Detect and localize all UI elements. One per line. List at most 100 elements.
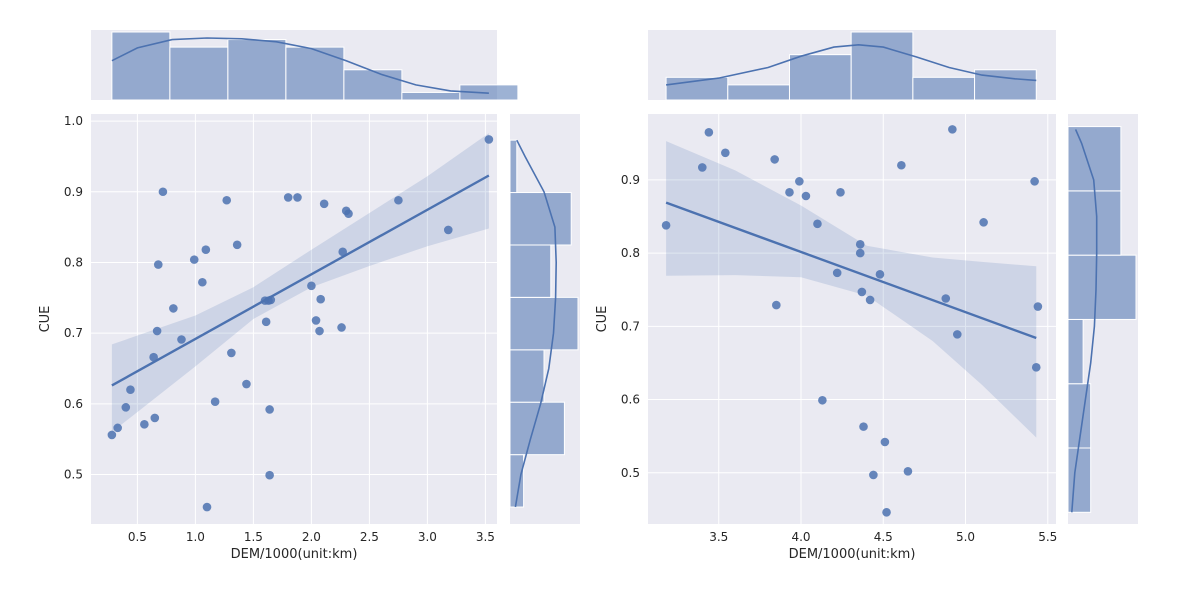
scatter-point [832,268,842,278]
scatter-points [107,135,494,512]
x-tick-label: 3.0 [418,530,437,544]
jointplot-left: 0.5 1.0 1.5 2.0 2.5 3.0 3.5 0.5 0.6 0.7 0.8 0.9 1.0 D… [38,30,580,562]
x-tick-labels: 3.5 4.0 4.5 5.0 5.5 [709,530,1057,544]
y-tick-label: 0.8 [621,246,640,260]
scatter-point [865,295,875,305]
top-histogram-bar [788,54,852,101]
x-tick-label: 4.5 [874,530,893,544]
right-histogram-bar [509,139,518,194]
scatter-point [801,191,811,201]
confidence-band [111,133,489,433]
y-tick-label: 0.7 [64,326,83,340]
scatter-point [875,270,885,279]
y-tick-label: 0.6 [64,397,83,411]
top-histogram-bar [727,84,790,101]
scatter-point [189,255,199,264]
x-tick-label: 1.0 [186,530,205,544]
right-histogram-bar [1067,447,1092,513]
scatter-point [880,437,890,447]
scatter-point [1030,177,1039,186]
right-kde-curve [514,139,558,508]
right-histogram [509,139,579,508]
top-histogram-bar [285,46,345,101]
scatter-point [836,188,845,197]
scatter-point [121,403,131,412]
x-tick-label: 4.0 [791,530,810,544]
y-tick-label: 0.6 [621,393,640,407]
main-plot-area [91,114,497,524]
top-histogram-bar [169,46,229,101]
y-tick-labels: 0.5 0.6 0.7 0.8 0.9 [621,173,640,480]
scatter-point [948,125,957,134]
scatter-point [704,128,714,137]
y-axis-label: CUE [38,306,53,333]
regression-line [665,201,1037,340]
y-axis-label: CUE [595,306,610,333]
scatter-point [855,240,865,249]
scatter-point [818,395,827,405]
right-kde-curve [1071,129,1098,513]
right-histogram-bar [1067,318,1084,385]
jointplot-right: 3.5 4.0 4.5 5.0 5.5 0.5 0.6 0.7 0.8 0.9 DEM/1000(u… [595,30,1138,562]
scatter-point [153,260,163,269]
y-tick-label: 0.5 [621,466,640,480]
x-tick-label: 1.5 [244,530,263,544]
scatter-point [903,466,913,476]
main-plot-area [648,114,1056,524]
top-histogram-bar [401,91,461,101]
top-histogram-bar [974,69,1037,101]
scatter-point [772,300,781,310]
scatter-point [311,316,321,325]
y-tick-label: 1.0 [64,114,83,128]
scatter-point [882,507,891,517]
scatter-point [857,287,867,297]
y-tick-label: 0.7 [621,319,640,333]
scatter-point [661,220,671,230]
x-tick-label: 0.5 [128,530,147,544]
scatter-point [316,294,325,304]
scatter-point [443,225,453,235]
scatter-point [859,422,868,431]
scatter-point [952,330,962,339]
scatter-point [232,240,242,250]
right-histogram-bar [509,192,572,246]
scatter-point [265,470,274,480]
scatter-point [293,193,302,202]
scatter-point [140,420,149,429]
scatter-point [150,413,160,423]
scatter-point [337,323,346,332]
scatter-point [210,397,220,407]
scatter-point [394,195,403,205]
gridlines [91,114,497,524]
scatter-point [113,423,122,433]
top-histogram-bar [111,31,171,101]
x-tick-label: 2.5 [360,530,379,544]
x-tick-labels: 0.5 1.0 1.5 2.0 2.5 3.0 3.5 [128,530,495,544]
scatter-point [795,177,804,186]
scatter-point [307,281,316,291]
scatter-point [770,155,779,164]
top-histogram-bar [850,31,914,101]
scatter-point [107,430,117,440]
scatter-point [1033,302,1043,311]
scatter-point [338,247,348,257]
scatter-point [697,163,707,172]
scatter-point [261,317,271,327]
scatter-point [283,193,293,202]
scatter-point [198,277,207,287]
scatter-point [169,304,178,313]
scatter-point [785,188,794,197]
scatter-point [201,245,211,255]
x-tick-label: 3.5 [476,530,495,544]
scatter-point [869,470,878,480]
top-histogram-bar [912,76,976,101]
y-tick-label: 0.5 [64,468,83,482]
gridlines [648,114,1056,524]
scatter-point [344,209,353,218]
y-tick-label: 0.9 [621,173,640,187]
scatter-point [855,248,865,258]
scatter-point [177,335,186,344]
top-kde-curve [665,43,1037,86]
y-tick-label: 0.8 [64,255,83,269]
x-tick-label: 3.5 [709,530,728,544]
